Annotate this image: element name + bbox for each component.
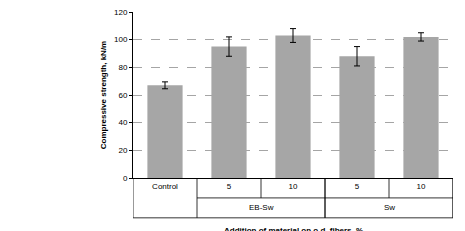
svg-text:60: 60	[118, 91, 127, 100]
svg-text:0: 0	[123, 174, 128, 183]
svg-text:20: 20	[118, 146, 127, 155]
svg-text:5: 5	[227, 182, 232, 191]
svg-text:10: 10	[417, 182, 426, 191]
svg-text:10: 10	[289, 182, 298, 191]
svg-text:Sw: Sw	[384, 203, 395, 212]
svg-text:EB-Sw: EB-Sw	[249, 203, 274, 212]
svg-text:40: 40	[118, 118, 127, 127]
svg-text:Compressive strength, kN/m: Compressive strength, kN/m	[99, 41, 108, 149]
svg-text:5: 5	[355, 182, 360, 191]
svg-text:100: 100	[114, 35, 128, 44]
svg-text:Control: Control	[152, 182, 178, 191]
svg-text:80: 80	[118, 63, 127, 72]
svg-text:120: 120	[114, 8, 128, 17]
svg-text:Addition of material on o.d. f: Addition of material on o.d. fibers, %	[224, 226, 363, 231]
